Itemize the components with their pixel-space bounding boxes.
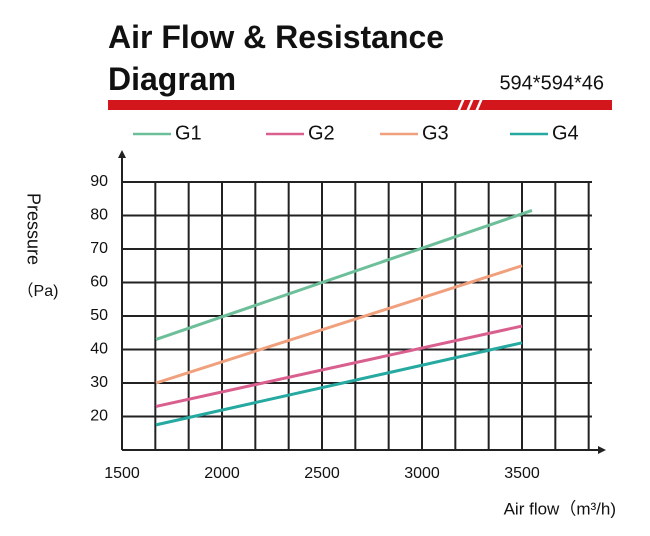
series-line <box>155 341 523 427</box>
rule-slashes <box>456 97 484 113</box>
x-tick-label: 3500 <box>504 465 540 482</box>
x-tick-label: 1500 <box>104 465 140 482</box>
y-axis-label: Pressure <box>23 193 43 265</box>
y-tick-label: 50 <box>90 307 108 324</box>
title-rule <box>108 100 612 110</box>
x-axis-arrow <box>598 446 606 454</box>
series-line <box>155 264 523 385</box>
x-tick-label: 2500 <box>304 465 340 482</box>
chart-title: Air Flow & Resistance Diagram <box>108 19 445 97</box>
y-tick-label: 90 <box>90 173 108 190</box>
x-tick-label: 2000 <box>204 465 240 482</box>
y-tick-label: 70 <box>90 240 108 257</box>
legend-label: G2 <box>308 122 335 144</box>
series-line <box>155 324 523 408</box>
x-tick-label: 3000 <box>404 465 440 482</box>
y-tick-label: 30 <box>90 374 108 391</box>
y-axis-unit: （Pa) <box>18 282 59 300</box>
y-tick-label: 40 <box>90 341 108 358</box>
y-tick-label: 80 <box>90 207 108 224</box>
legend-label: G3 <box>422 122 449 144</box>
y-axis-arrow <box>118 150 126 158</box>
legend-label: G4 <box>552 122 579 144</box>
legend-label: G1 <box>175 122 202 144</box>
x-axis-label: Air flow（m³/h) <box>504 499 616 518</box>
y-tick-label: 60 <box>90 274 108 291</box>
chart-subtitle: 594*594*46 <box>499 72 604 94</box>
y-tick-label: 20 <box>90 408 108 425</box>
series-line <box>155 209 533 341</box>
